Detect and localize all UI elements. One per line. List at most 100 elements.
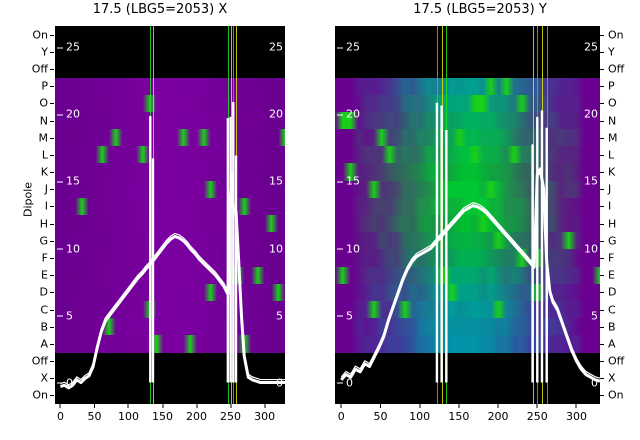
heatmap-row (335, 266, 600, 285)
tick-value: 5 (346, 309, 353, 323)
tick-value: 5 (591, 309, 598, 323)
tick-value: 0 (591, 376, 598, 390)
dipole-tick (50, 378, 54, 380)
dipole-tick (50, 223, 54, 225)
x-tick-label: 100 (117, 410, 139, 423)
dipole-tick (600, 395, 604, 397)
dipole-label: H (39, 217, 48, 231)
tick-value: 0 (346, 376, 353, 390)
x-tick: 150 (152, 404, 173, 423)
dipole-tick (600, 137, 604, 139)
tick-dash (57, 47, 63, 49)
x-axis-right: 0 50 100 150 200 250 300 (335, 404, 600, 438)
dipole-label: Y (608, 45, 615, 59)
tick-value: 15 (346, 174, 360, 188)
inner-tick-label: 25 (337, 42, 360, 53)
heatmap-row (335, 43, 600, 61)
x-tick-mark (575, 404, 577, 408)
heatmap-row (55, 215, 285, 233)
heatmap-spike-column (233, 26, 235, 404)
dipole-tick (600, 292, 604, 294)
dipole-tick (600, 309, 604, 311)
inner-tick-label: 0 (276, 377, 283, 388)
dipole-tick (600, 86, 604, 88)
dipole-tick (600, 378, 604, 380)
tick-dash (57, 181, 63, 183)
heatmap-row (335, 197, 600, 216)
dipole-tick (50, 326, 54, 328)
dipole-tick (50, 51, 54, 53)
heatmap-row (335, 370, 600, 388)
dipole-label: G (39, 234, 48, 248)
dipole-label: H (608, 217, 617, 231)
x-tick: 250 (527, 404, 548, 423)
dipole-label: Off (608, 62, 625, 76)
dipole-tick (50, 257, 54, 259)
heatmap-row (55, 197, 285, 216)
x-tick-label: 200 (487, 410, 509, 423)
inner-tick-label: 20 (57, 109, 80, 120)
x-tick-mark (127, 404, 129, 408)
x-tick: 100 (409, 404, 430, 423)
x-tick-mark (196, 404, 198, 408)
dipole-label: L (41, 148, 48, 162)
dipole-label: F (41, 251, 48, 265)
inner-tick-label: 15 (584, 176, 598, 187)
tick-value: 5 (276, 309, 283, 323)
dipole-label: N (39, 114, 48, 127)
tick-dash (337, 181, 343, 183)
dipole-tick (600, 223, 604, 225)
dipole-tick (50, 240, 54, 242)
x-tick-label: 0 (56, 410, 64, 423)
heatmap-spike-column (227, 26, 229, 404)
heatmap-plot-x (55, 26, 285, 404)
heatmap-row (55, 77, 285, 96)
heatmap-spike-column (537, 26, 539, 404)
dipole-label: A (608, 337, 616, 351)
tick-value: 25 (66, 40, 80, 54)
panel-x-title: 17.5 (LBG5=2053) X (92, 2, 228, 17)
dipole-tick (600, 120, 604, 122)
dipole-tick (50, 343, 54, 345)
inner-tick-label: 5 (591, 310, 598, 321)
heatmap-spike-column (532, 26, 534, 404)
x-axis-left: 0 50 100 150 200 250 300 (55, 404, 285, 438)
heatmap-spike-column (236, 26, 238, 404)
heatmap-row (55, 163, 285, 182)
dipole-tick (50, 103, 54, 105)
x-tick-label: 250 (526, 410, 548, 423)
dipole-axis-left: Dipole On Y Off P O N M L K J I H G F E D C B A Off X On (14, 26, 54, 404)
heatmap-row (55, 129, 285, 147)
heatmap-row (335, 94, 600, 113)
panel-y-title: 17.5 (LBG5=2053) Y (413, 2, 547, 17)
heatmap-row (335, 232, 600, 250)
heatmap-spike-column (230, 26, 232, 404)
tick-dash (57, 315, 63, 317)
heatmap-row (335, 283, 600, 302)
inner-tick-label: 20 (584, 109, 598, 120)
heatmap-row (55, 387, 285, 404)
x-tick-label: 50 (87, 410, 102, 423)
x-tick: 300 (254, 404, 275, 423)
heatmap-spike-column (446, 26, 448, 404)
heatmap-row (55, 146, 285, 165)
dipole-label: B (40, 320, 48, 334)
x-tick-label: 150 (152, 410, 173, 423)
dipole-label: On (608, 388, 624, 402)
x-tick: 50 (373, 404, 387, 423)
dipole-label: E (41, 268, 48, 282)
inner-tick-label: 25 (269, 42, 283, 53)
dipole-label: O (39, 96, 48, 110)
x-tick-label: 100 (409, 410, 431, 423)
dipole-tick (600, 68, 604, 70)
dipole-label: K (40, 165, 48, 179)
dipole-label: D (608, 285, 617, 299)
dipole-tick (600, 154, 604, 156)
tick-value: 20 (584, 107, 598, 121)
x-tick-mark (264, 404, 266, 408)
dipole-tick (600, 275, 604, 277)
x-tick-mark (419, 404, 421, 408)
dipole-tick (600, 189, 604, 191)
x-tick-mark (497, 404, 499, 408)
tick-value: 15 (66, 174, 80, 188)
